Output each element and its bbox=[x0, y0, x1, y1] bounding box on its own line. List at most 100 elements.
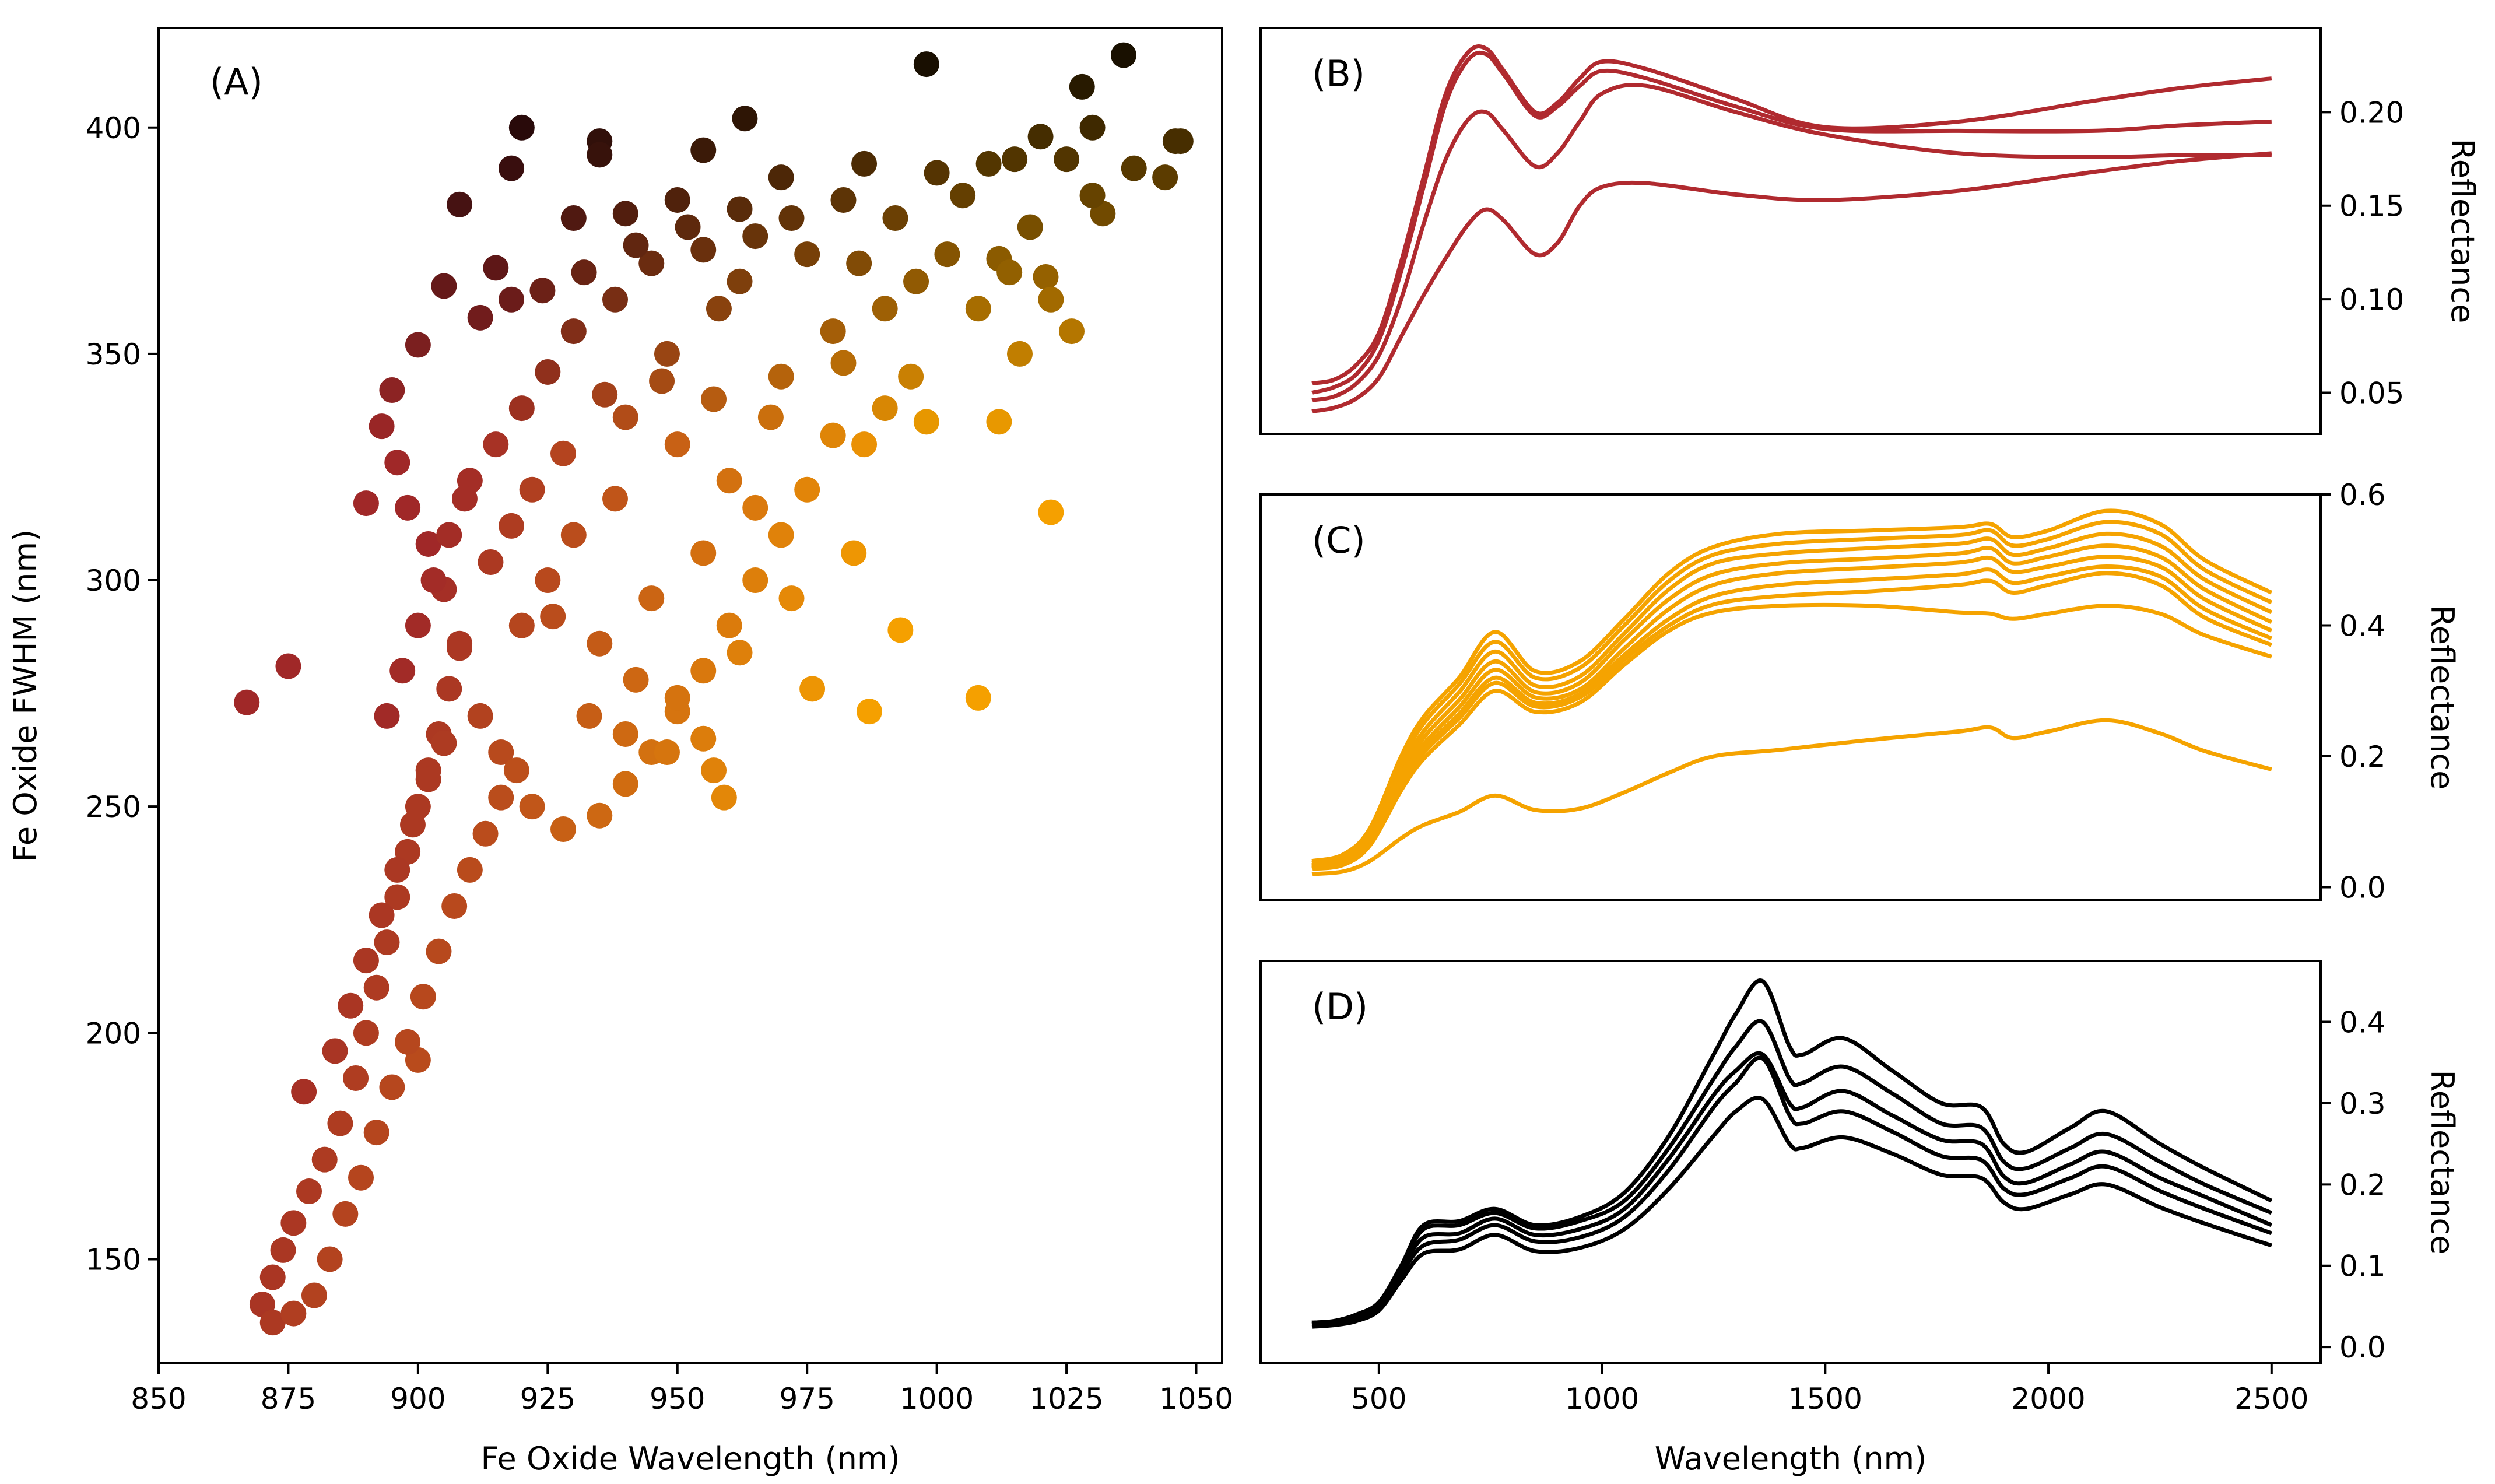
scatter-point bbox=[711, 784, 737, 811]
scatter-point bbox=[820, 318, 846, 345]
y-tick-label: 0.2 bbox=[2339, 1168, 2386, 1202]
scatter-point bbox=[898, 363, 924, 390]
scatter-point bbox=[410, 984, 436, 1010]
scatter-point bbox=[602, 486, 628, 512]
spectrum-line bbox=[1311, 1019, 2273, 1325]
scatter-point bbox=[348, 1164, 374, 1191]
scatter-point bbox=[794, 241, 820, 268]
scatter-point bbox=[405, 612, 431, 638]
y-tick-label: 0.4 bbox=[2339, 609, 2386, 643]
scatter-point bbox=[768, 363, 794, 390]
scatter-point bbox=[431, 730, 457, 756]
scatter-point bbox=[830, 350, 857, 376]
scatter-point bbox=[778, 205, 805, 231]
panel-c: 0.0 0.2 0.4 0.6 (C) Reflectance bbox=[1259, 478, 2461, 905]
scatter-point bbox=[280, 1300, 307, 1327]
spectrum-line bbox=[1311, 1051, 2273, 1327]
y-axis-label-d: Reflectance bbox=[2424, 1070, 2461, 1255]
scatter-point bbox=[447, 630, 473, 657]
scatter-point bbox=[913, 51, 939, 78]
scatter-point bbox=[950, 183, 976, 209]
scatter-point bbox=[384, 450, 410, 476]
x-axis-label-a: Fe Oxide Wavelength (nm) bbox=[480, 1440, 900, 1477]
scatter-point bbox=[727, 268, 753, 294]
scatter-point bbox=[690, 137, 717, 163]
y-tick-label: 200 bbox=[86, 1016, 141, 1050]
scatter-point bbox=[587, 802, 613, 829]
x-tick-label: 2500 bbox=[2234, 1382, 2308, 1416]
scatter-point bbox=[768, 164, 794, 191]
scatter-point bbox=[1006, 341, 1033, 367]
scatter-point bbox=[664, 187, 690, 213]
scatter-point bbox=[664, 685, 690, 711]
panel-label-d: (D) bbox=[1312, 985, 1368, 1028]
spectrum-line bbox=[1311, 718, 2272, 876]
scatter-point bbox=[338, 992, 364, 1019]
y-axis-label-b: Reflectance bbox=[2444, 139, 2481, 324]
x-axis-label-d: Wavelength (nm) bbox=[1655, 1440, 1926, 1477]
scatter-point bbox=[503, 757, 529, 784]
scatter-point bbox=[654, 739, 680, 766]
scatter-point bbox=[369, 902, 395, 928]
scatter-point bbox=[690, 237, 717, 263]
spectrum-line bbox=[1311, 1096, 2272, 1329]
y-tick-label: 0.6 bbox=[2339, 478, 2386, 512]
x-tick-label: 1500 bbox=[1788, 1382, 1862, 1416]
scatter-point bbox=[467, 304, 493, 331]
y-tick-label: 350 bbox=[86, 338, 141, 371]
scatter-point bbox=[296, 1178, 322, 1205]
y-tick-label: 250 bbox=[86, 790, 141, 824]
scatter-point bbox=[317, 1246, 343, 1272]
y-axis-ticks-b: 0.05 0.10 0.15 0.20 bbox=[2321, 96, 2404, 410]
spectrum-line bbox=[1311, 83, 2272, 402]
y-axis-label-c: Reflectance bbox=[2424, 605, 2461, 790]
y-tick-label: 0.10 bbox=[2339, 283, 2404, 317]
scatter-point bbox=[612, 721, 638, 747]
scatter-point bbox=[1152, 164, 1178, 191]
spectrum-line bbox=[1311, 555, 2273, 870]
scatter-point bbox=[1058, 318, 1085, 345]
y-axis-ticks-d: 0.0 0.1 0.2 0.3 0.4 bbox=[2321, 1006, 2386, 1364]
scatter-point bbox=[623, 666, 649, 693]
scatter-point bbox=[384, 857, 410, 883]
scatter-point bbox=[270, 1237, 296, 1263]
scatter-point bbox=[322, 1038, 348, 1064]
panel-label-c: (C) bbox=[1312, 519, 1366, 562]
scatter-point bbox=[986, 409, 1012, 435]
x-axis-ticks-a: 850 875 900 925 950 975 1000 1025 1050 bbox=[131, 1363, 1233, 1416]
scatter-point bbox=[602, 286, 628, 313]
scatter-point bbox=[280, 1210, 307, 1236]
y-axis-ticks-c: 0.0 0.2 0.4 0.6 bbox=[2321, 478, 2386, 905]
scatter-point bbox=[1121, 155, 1147, 181]
panel-b: 0.05 0.10 0.15 0.20 (B) Reflectance bbox=[1259, 27, 2481, 435]
scatter-point bbox=[690, 540, 717, 566]
scatter-point bbox=[913, 409, 939, 435]
scatter-point bbox=[311, 1146, 338, 1173]
spectrum-line bbox=[1311, 602, 2272, 871]
x-tick-label: 900 bbox=[390, 1382, 445, 1416]
scatter-point bbox=[612, 771, 638, 797]
scatter-point bbox=[467, 703, 493, 729]
scatter-point bbox=[499, 513, 525, 539]
y-tick-label: 0.1 bbox=[2339, 1250, 2386, 1283]
scatter-point bbox=[1038, 286, 1064, 313]
scatter-point bbox=[499, 286, 525, 313]
scatter-point bbox=[690, 658, 717, 684]
scatter-point bbox=[887, 617, 914, 643]
scatter-point bbox=[587, 142, 613, 168]
scatter-point bbox=[560, 205, 587, 231]
spectra-lines-b bbox=[1311, 44, 2272, 413]
scatter-point bbox=[799, 676, 826, 702]
scatter-point bbox=[436, 522, 462, 548]
y-tick-label: 0.0 bbox=[2339, 871, 2386, 905]
scatter-point bbox=[275, 653, 301, 679]
scatter-point bbox=[1033, 264, 1059, 290]
scatter-point bbox=[560, 522, 587, 548]
y-tick-label: 0.3 bbox=[2339, 1087, 2386, 1121]
scatter-point bbox=[529, 278, 556, 304]
spectrum-line bbox=[1311, 508, 2273, 864]
scatter-point bbox=[1069, 73, 1095, 100]
y-axis-label-a: Fe Oxide FWHM (nm) bbox=[7, 529, 44, 862]
scatter-point bbox=[560, 318, 587, 345]
scatter-point bbox=[436, 676, 462, 702]
